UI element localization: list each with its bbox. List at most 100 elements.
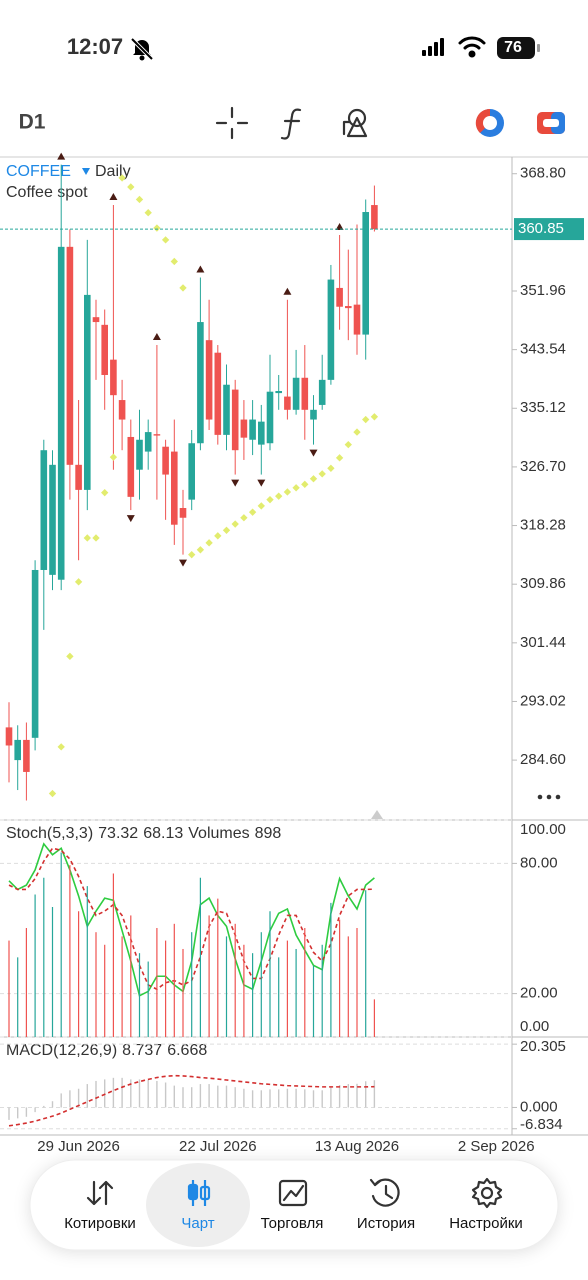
candle-body <box>118 400 126 420</box>
sar-dot <box>309 475 318 483</box>
sar-dot <box>118 174 126 182</box>
sar-dot <box>135 195 144 204</box>
timeframe-button[interactable]: D1 <box>19 111 46 134</box>
sar-dot <box>370 413 379 421</box>
more-button[interactable] <box>537 794 561 800</box>
chart-icon <box>187 1180 211 1206</box>
battery-level: 76 <box>504 39 522 56</box>
candle-body <box>40 450 48 570</box>
sar-dot <box>231 520 239 528</box>
sar-dot <box>196 546 205 554</box>
candle-body <box>127 436 135 497</box>
candle-body <box>197 322 204 444</box>
candle-body <box>5 727 13 746</box>
sar-dot <box>83 534 91 542</box>
y-tick-label: 368.80 <box>520 165 566 182</box>
candle-body <box>205 340 213 420</box>
crosshair-button[interactable] <box>215 106 249 140</box>
sar-dot <box>144 209 152 217</box>
y-tick-label: 293.02 <box>520 692 566 709</box>
candle-body <box>188 443 195 500</box>
one-click-button[interactable] <box>537 112 565 134</box>
sar-dot <box>275 492 283 500</box>
candle-body <box>231 389 239 451</box>
candle-body <box>362 212 369 335</box>
candle-body <box>258 421 265 445</box>
candle-body <box>266 391 274 444</box>
candle-body <box>136 439 143 470</box>
sar-dot <box>161 236 170 244</box>
y-tick-label: 343.54 <box>520 341 566 358</box>
sar-dot <box>318 470 326 478</box>
tab-label[interactable]: Котировки <box>64 1215 136 1232</box>
candle-body <box>14 739 21 761</box>
fractal-up <box>57 152 66 160</box>
sar-dot <box>266 495 274 504</box>
indicators-button[interactable] <box>280 108 302 140</box>
sar-dot <box>248 508 257 516</box>
history-icon <box>369 1178 400 1207</box>
candle-body <box>223 384 230 435</box>
fractal-up <box>196 265 205 273</box>
sar-dot <box>292 484 300 492</box>
quotes-icon <box>86 1180 114 1206</box>
sar-dot <box>127 183 135 191</box>
candle-body <box>310 409 317 420</box>
y-tick-label: 284.60 <box>520 751 566 768</box>
y-tick-label: 301.44 <box>520 634 566 651</box>
candle-body <box>371 205 378 230</box>
y-tick-label: 20.305 <box>520 1038 566 1055</box>
sar-dot <box>240 514 248 522</box>
sar-dot <box>109 453 118 461</box>
sar-dot <box>214 532 222 540</box>
candle-body <box>49 464 56 575</box>
fractal-up <box>335 223 344 230</box>
y-tick-label: 318.28 <box>520 517 566 534</box>
sar-dot <box>179 284 187 292</box>
sar-dot <box>344 440 352 449</box>
sar-dot <box>48 789 57 798</box>
candle-body <box>144 432 152 452</box>
settings-icon <box>471 1177 503 1209</box>
candle-body <box>101 324 108 375</box>
sar-dot <box>57 743 65 751</box>
candle-body <box>275 391 282 394</box>
tab-label[interactable]: Чарт <box>181 1215 214 1232</box>
y-tick-label: 0.000 <box>520 1098 558 1115</box>
shift-marker[interactable] <box>371 810 383 819</box>
x-tick-label: 22 Jul 2026 <box>179 1138 257 1155</box>
x-tick-label: 13 Aug 2026 <box>315 1138 399 1155</box>
candle-body <box>66 246 74 465</box>
sar-dot <box>222 526 231 534</box>
y-tick-label: 80.00 <box>520 854 558 871</box>
trade-signals-button[interactable] <box>475 108 504 137</box>
sar-dot <box>170 257 178 266</box>
candle-body <box>284 396 291 410</box>
tab-label[interactable]: Настройки <box>449 1215 523 1232</box>
candle-body <box>57 246 65 580</box>
trade-icon <box>278 1179 308 1207</box>
candle-body <box>179 508 187 518</box>
candle-body <box>249 419 256 440</box>
y-tick-label: -6.834 <box>520 1116 563 1133</box>
candle-body <box>92 317 100 323</box>
candle-body <box>214 352 222 435</box>
tab-label[interactable]: История <box>357 1215 415 1232</box>
symbol[interactable]: COFFEE <box>6 163 71 180</box>
sar-dot <box>283 488 292 496</box>
sar-dot <box>327 464 335 472</box>
bell-muted-icon <box>130 37 154 61</box>
sar-dot <box>153 224 161 232</box>
objects-button[interactable] <box>342 108 368 138</box>
tab-label[interactable]: Торговля <box>261 1215 324 1232</box>
fractal-up <box>152 333 161 341</box>
candle-body <box>327 279 335 380</box>
y-tick-label: 20.00 <box>520 985 558 1002</box>
sar-dot <box>301 480 309 488</box>
sar-dot <box>257 502 265 510</box>
last-price-label: 360.85 <box>518 220 564 237</box>
candle-body <box>162 446 169 475</box>
symbol-dropdown[interactable] <box>82 168 90 175</box>
symbol-description: Coffee spot <box>6 184 88 201</box>
